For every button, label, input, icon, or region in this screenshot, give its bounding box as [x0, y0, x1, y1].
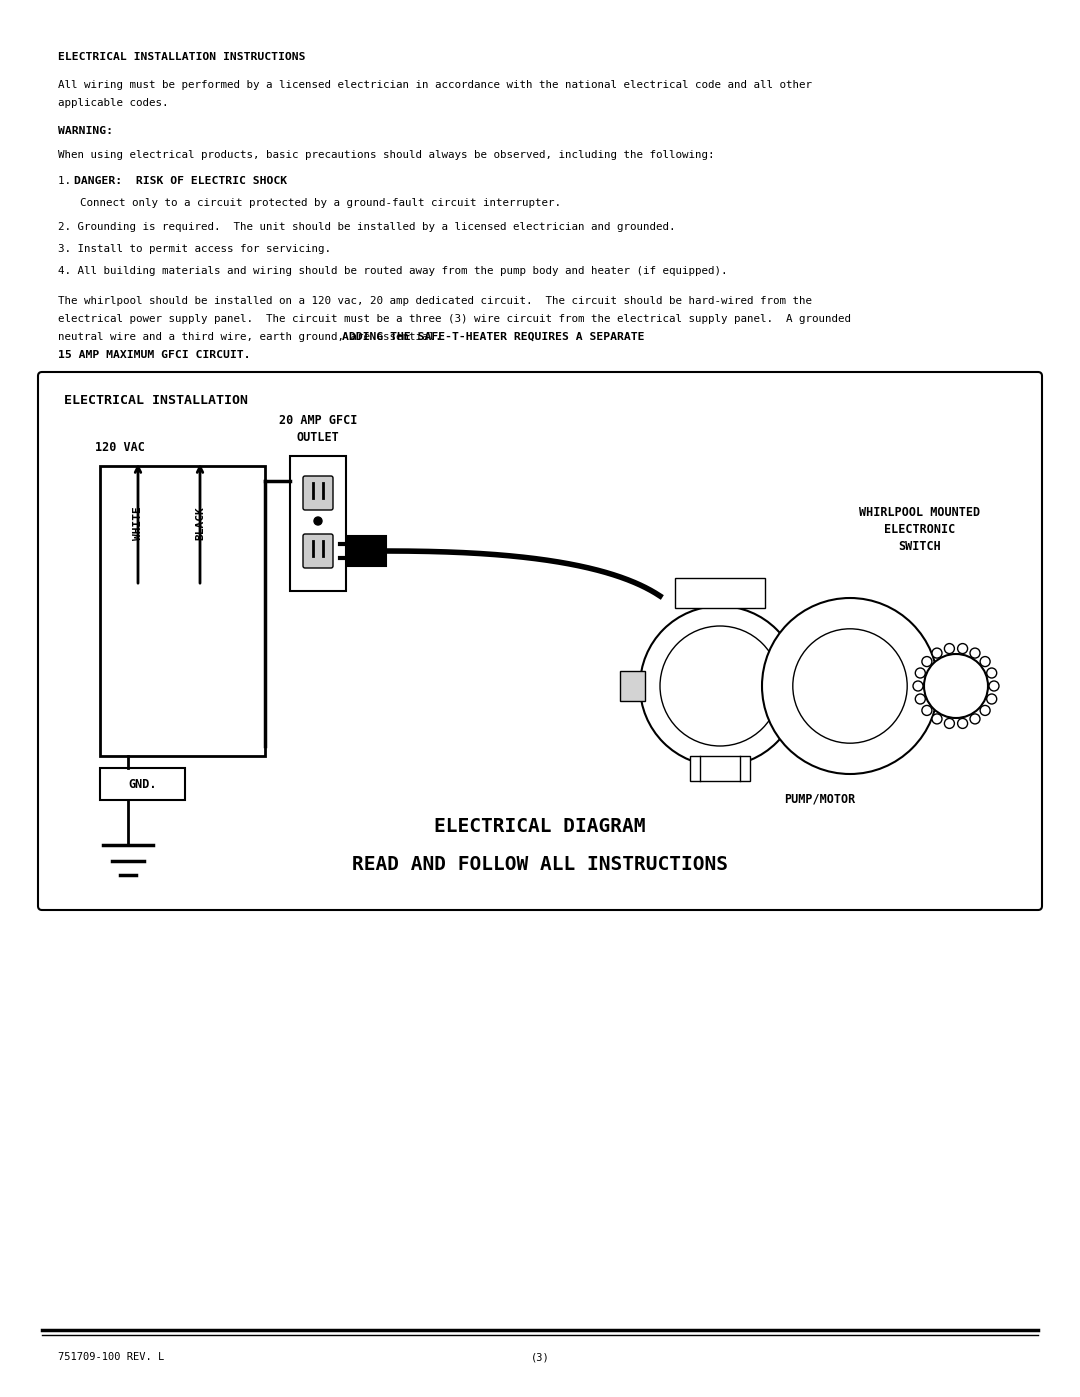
FancyBboxPatch shape: [303, 534, 333, 569]
FancyBboxPatch shape: [38, 372, 1042, 909]
Circle shape: [970, 648, 980, 658]
Circle shape: [958, 718, 968, 728]
Text: READ AND FOLLOW ALL INSTRUCTIONS: READ AND FOLLOW ALL INSTRUCTIONS: [352, 855, 728, 873]
Text: PUMP/MOTOR: PUMP/MOTOR: [784, 792, 855, 805]
Circle shape: [915, 694, 926, 704]
Circle shape: [314, 517, 322, 525]
Text: GND.: GND.: [129, 778, 157, 791]
Text: 20 AMP GFCI
OUTLET: 20 AMP GFCI OUTLET: [279, 414, 357, 444]
Circle shape: [970, 714, 980, 724]
Text: 4. All building materials and wiring should be routed away from the pump body an: 4. All building materials and wiring sho…: [58, 265, 728, 277]
Text: 751709-100 REV. L: 751709-100 REV. L: [58, 1352, 164, 1362]
Bar: [291, 455, 346, 591]
Text: WARNING:: WARNING:: [58, 126, 113, 136]
Text: The whirlpool should be installed on a 120 vac, 20 amp dedicated circuit.  The c: The whirlpool should be installed on a 1…: [58, 296, 812, 306]
Bar: [675, 578, 765, 608]
Circle shape: [640, 606, 800, 766]
Text: 15 AMP MAXIMUM GFCI CIRCUIT.: 15 AMP MAXIMUM GFCI CIRCUIT.: [58, 351, 251, 360]
Circle shape: [922, 657, 932, 666]
Text: BLACK: BLACK: [195, 507, 205, 541]
Circle shape: [932, 648, 942, 658]
Text: All wiring must be performed by a licensed electrician in accordance with the na: All wiring must be performed by a licens…: [58, 80, 812, 89]
Text: 3. Install to permit access for servicing.: 3. Install to permit access for servicin…: [58, 244, 330, 254]
Circle shape: [989, 680, 999, 692]
Bar: [100, 768, 185, 800]
Text: ELECTRICAL DIAGRAM: ELECTRICAL DIAGRAM: [434, 816, 646, 835]
Text: 2. Grounding is required.  The unit should be installed by a licensed electricia: 2. Grounding is required. The unit shoul…: [58, 222, 675, 232]
Text: 1.: 1.: [58, 176, 78, 186]
FancyBboxPatch shape: [303, 476, 333, 510]
Text: electrical power supply panel.  The circuit must be a three (3) wire circuit fro: electrical power supply panel. The circu…: [58, 314, 851, 324]
Bar: [690, 756, 750, 781]
Bar: [100, 467, 265, 756]
Text: 120 VAC: 120 VAC: [95, 441, 145, 454]
Text: ELECTRICAL INSTALLATION: ELECTRICAL INSTALLATION: [64, 394, 248, 407]
Circle shape: [981, 705, 990, 715]
Circle shape: [932, 714, 942, 724]
Circle shape: [987, 694, 997, 704]
Text: ELECTRICAL INSTALLATION INSTRUCTIONS: ELECTRICAL INSTALLATION INSTRUCTIONS: [58, 52, 306, 61]
Circle shape: [924, 654, 988, 718]
Circle shape: [913, 680, 923, 692]
Text: WHITE: WHITE: [133, 507, 143, 541]
Bar: [348, 536, 386, 566]
Circle shape: [762, 598, 939, 774]
Circle shape: [944, 718, 955, 728]
Text: (3): (3): [530, 1352, 550, 1362]
Circle shape: [944, 644, 955, 654]
Text: ADDING THE SAFE-T-HEATER REQUIRES A SEPARATE: ADDING THE SAFE-T-HEATER REQUIRES A SEPA…: [341, 332, 644, 342]
Text: applicable codes.: applicable codes.: [58, 98, 168, 108]
Bar: [620, 671, 645, 701]
Circle shape: [958, 644, 968, 654]
Circle shape: [981, 657, 990, 666]
Text: Connect only to a circuit protected by a ground-fault circuit interrupter.: Connect only to a circuit protected by a…: [80, 198, 561, 208]
Circle shape: [922, 705, 932, 715]
Text: DANGER:  RISK OF ELECTRIC SHOCK: DANGER: RISK OF ELECTRIC SHOCK: [75, 176, 287, 186]
Circle shape: [915, 668, 926, 678]
Text: When using electrical products, basic precautions should always be observed, inc: When using electrical products, basic pr…: [58, 149, 715, 161]
Text: WHIRLPOOL MOUNTED
ELECTRONIC
SWITCH: WHIRLPOOL MOUNTED ELECTRONIC SWITCH: [860, 506, 981, 553]
Text: neutral wire and a third wire, earth ground, are essential.: neutral wire and a third wire, earth gro…: [58, 332, 455, 342]
Circle shape: [987, 668, 997, 678]
